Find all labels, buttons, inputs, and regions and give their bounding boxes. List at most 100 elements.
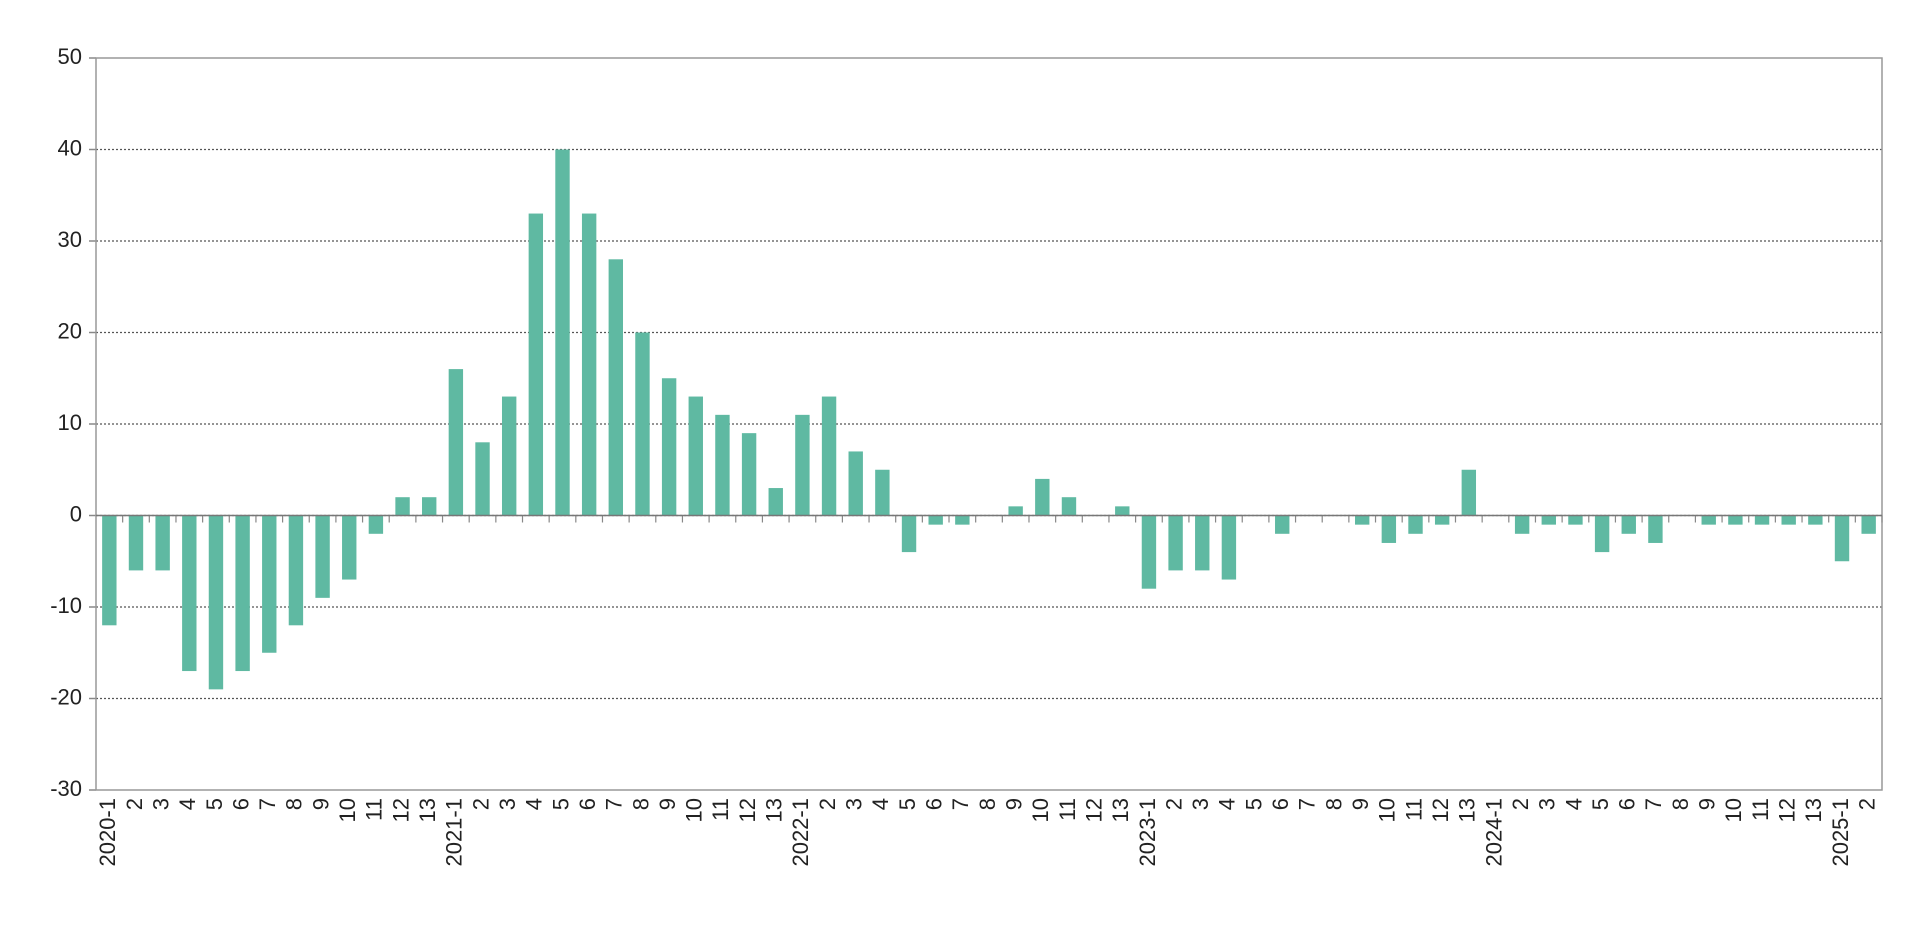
x-tick-label: 4 — [175, 798, 200, 810]
x-tick-label: 5 — [202, 798, 227, 810]
bar — [102, 515, 117, 626]
bar — [1648, 515, 1663, 543]
bar — [768, 488, 783, 516]
x-tick-label: 6 — [1615, 798, 1640, 810]
bar — [1354, 515, 1370, 525]
bar — [688, 396, 703, 516]
x-tick-label: 7 — [1295, 798, 1320, 810]
x-tick-label: 5 — [1588, 798, 1613, 810]
x-tick-label: 4 — [868, 798, 893, 810]
x-tick-label: 9 — [1348, 798, 1373, 810]
x-tick-label: 8 — [282, 798, 307, 810]
x-tick-label: 12 — [1428, 798, 1453, 822]
x-tick-label: 12 — [1775, 798, 1800, 822]
x-tick-label: 5 — [548, 798, 573, 810]
x-tick-label: 9 — [655, 798, 680, 810]
bar — [821, 396, 837, 516]
bar — [1808, 515, 1823, 525]
x-tick-label: 3 — [842, 798, 867, 810]
bar — [1754, 515, 1770, 525]
x-tick-label: 4 — [1215, 798, 1240, 810]
x-tick-label: 2 — [815, 798, 840, 810]
x-tick-label: 10 — [1721, 798, 1746, 822]
bar — [1008, 506, 1023, 516]
x-tick-label: 2 — [468, 798, 493, 810]
bar — [395, 497, 410, 516]
x-tick-label: 2023-1 — [1135, 798, 1160, 867]
x-tick-label: 4 — [522, 798, 547, 810]
bar — [581, 213, 597, 516]
y-tick-label: -20 — [50, 684, 82, 709]
x-tick-label: 6 — [575, 798, 600, 810]
x-tick-label: 13 — [1801, 798, 1826, 822]
x-tick-label: 11 — [1401, 798, 1426, 821]
x-tick-label: 9 — [308, 798, 333, 810]
x-tick-label: 7 — [255, 798, 280, 810]
x-tick-label: 9 — [1001, 798, 1026, 810]
x-tick-label: 12 — [735, 798, 760, 822]
bar — [448, 369, 464, 516]
x-tick-label: 8 — [1321, 798, 1346, 810]
bar — [555, 149, 570, 516]
x-tick-label: 10 — [335, 798, 360, 822]
x-tick-label: 13 — [762, 798, 787, 822]
bar — [955, 515, 970, 525]
x-tick-label: 2021-1 — [442, 798, 467, 867]
x-tick-label: 2024-1 — [1481, 798, 1506, 867]
x-tick-label: 13 — [1455, 798, 1480, 822]
y-tick-label: 10 — [58, 410, 82, 435]
x-tick-label: 8 — [628, 798, 653, 810]
x-tick-label: 2020-1 — [95, 798, 120, 867]
bar — [1115, 506, 1130, 516]
x-tick-label: 8 — [975, 798, 1000, 810]
x-tick-label: 10 — [1028, 798, 1053, 822]
bar — [741, 433, 757, 516]
bar — [1061, 497, 1077, 516]
x-tick-label: 11 — [1748, 798, 1773, 821]
bar — [848, 451, 863, 516]
bar — [368, 515, 384, 534]
x-tick-label: 12 — [1081, 798, 1106, 822]
bar — [475, 442, 490, 516]
bar — [422, 497, 437, 516]
x-tick-label: 3 — [148, 798, 173, 810]
x-tick-label: 6 — [921, 798, 946, 810]
x-tick-label: 2025-1 — [1828, 798, 1853, 867]
bar — [1781, 515, 1796, 525]
bar — [155, 515, 170, 571]
x-tick-label: 2 — [1161, 798, 1186, 810]
x-tick-label: 10 — [1375, 798, 1400, 822]
bar — [1221, 515, 1237, 580]
bar — [1701, 515, 1716, 525]
x-tick-label: 3 — [1188, 798, 1213, 810]
bar — [1141, 515, 1157, 589]
bar — [1541, 515, 1556, 525]
bar — [635, 332, 650, 516]
x-tick-label: 11 — [708, 798, 733, 821]
bar — [128, 515, 144, 571]
bar — [1381, 515, 1397, 543]
bar — [875, 469, 890, 516]
x-tick-label: 5 — [1241, 798, 1266, 810]
x-tick-label: 2 — [1854, 798, 1879, 810]
bar — [182, 515, 197, 672]
x-tick-label: 3 — [495, 798, 520, 810]
bar — [715, 414, 730, 516]
bar — [1594, 515, 1610, 553]
bar — [1408, 515, 1423, 534]
x-tick-label: 11 — [1055, 798, 1080, 821]
bar — [1728, 515, 1743, 525]
bar — [1195, 515, 1210, 571]
y-tick-label: 40 — [58, 135, 82, 160]
bar — [1434, 515, 1450, 525]
bar — [501, 396, 517, 516]
y-tick-label: 30 — [58, 227, 82, 252]
x-tick-label: 7 — [948, 798, 973, 810]
x-tick-label: 2 — [1508, 798, 1533, 810]
x-tick-label: 13 — [1108, 798, 1133, 822]
x-tick-label: 11 — [362, 798, 387, 821]
bar — [1568, 515, 1583, 525]
bar — [235, 515, 250, 672]
y-tick-label: 0 — [70, 501, 82, 526]
